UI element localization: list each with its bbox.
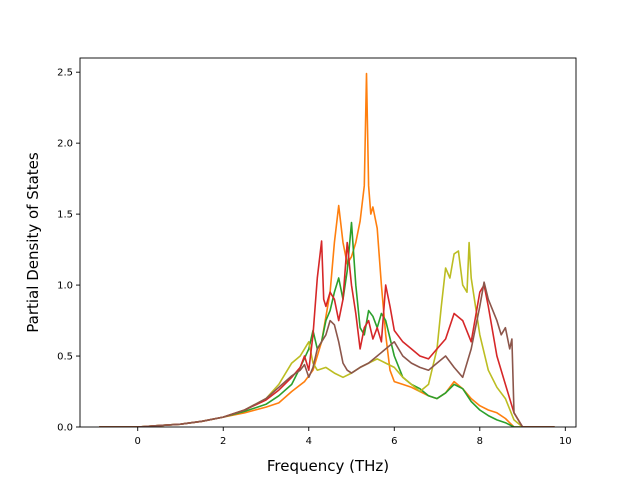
x-tick-label: 4 xyxy=(306,436,312,447)
x-axis-ticks: 0 2 4 6 8 10 xyxy=(135,427,572,447)
y-tick-label: 2.5 xyxy=(57,68,73,79)
plot-frame xyxy=(79,57,577,428)
x-tick-label: 0 xyxy=(135,436,141,447)
y-tick-label: 1.5 xyxy=(57,210,73,221)
x-tick-label: 2 xyxy=(220,436,226,447)
series-line-4 xyxy=(99,240,555,427)
x-tick-label: 6 xyxy=(391,436,397,447)
series-line-2 xyxy=(99,221,555,427)
y-tick-label: 1.0 xyxy=(57,281,73,292)
x-axis-label: Frequency (THz) xyxy=(267,457,389,475)
x-tick-label: 8 xyxy=(477,436,483,447)
series-layer xyxy=(99,72,555,427)
x-tick-label: 10 xyxy=(559,436,572,447)
series-line-5 xyxy=(99,281,555,427)
y-tick-label: 0.5 xyxy=(57,352,73,363)
series-line-3 xyxy=(99,241,555,427)
y-tick-label: 0.0 xyxy=(57,423,73,434)
y-tick-label: 2.0 xyxy=(57,139,73,150)
y-axis-ticks: 0.0 0.5 1.0 1.5 2.0 2.5 xyxy=(57,68,80,434)
y-axis-label: Partial Density of States xyxy=(24,152,42,333)
